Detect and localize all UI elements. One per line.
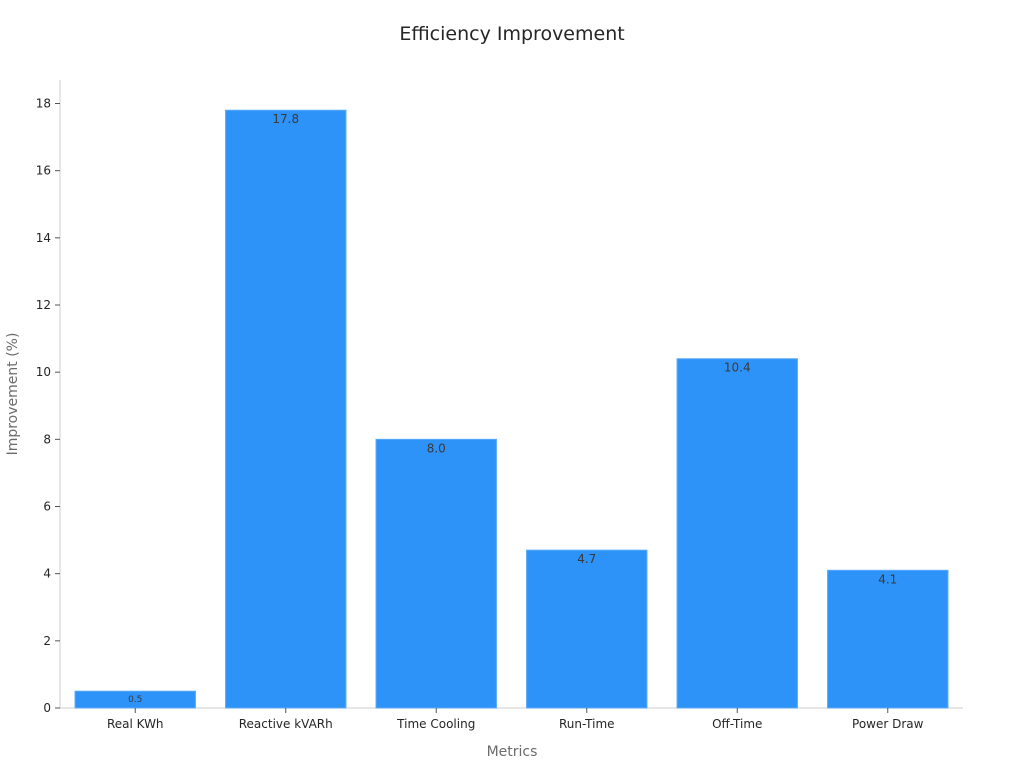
bar [827,569,949,709]
y-tick-label: 4 [43,567,51,581]
bar-data-label: 8.0 [427,441,446,455]
y-tick-label: 18 [36,97,51,111]
plot-area: 0 2 4 6 8 10 12 14 16 18 Real KWh 0.5 Reactive kVARh… [36,80,963,731]
y-tick-label: 14 [36,231,51,245]
y-axis-label: Improvement (%) [5,333,21,456]
y-tick-label: 6 [43,500,51,514]
bar-data-label: 4.7 [577,552,596,566]
y-tick-label: 12 [36,298,51,312]
bar [375,438,497,709]
bar [225,109,347,709]
x-tick-label: Off-Time [712,717,762,731]
chart-title: Efficiency Improvement [399,23,624,45]
bar [676,358,798,709]
bar-data-label: 4.1 [878,572,897,586]
x-tick-label: Reactive kVARh [239,717,333,731]
bar-data-label: 10.4 [724,361,751,375]
y-tick-label: 2 [43,634,51,648]
bar [526,549,648,709]
y-tick-label: 0 [43,701,51,715]
x-tick-label: Time Cooling [396,717,475,731]
y-tick-label: 10 [36,365,51,379]
y-tick-label: 16 [36,164,51,178]
x-axis-label: Metrics [487,744,538,760]
x-tick-label: Power Draw [852,717,924,731]
x-tick-label: Real KWh [107,717,164,731]
bar-data-label: 17.8 [272,112,299,126]
x-tick-label: Run-Time [559,717,615,731]
bar-data-label: 0.5 [128,695,142,705]
y-tick-label: 8 [43,432,51,446]
